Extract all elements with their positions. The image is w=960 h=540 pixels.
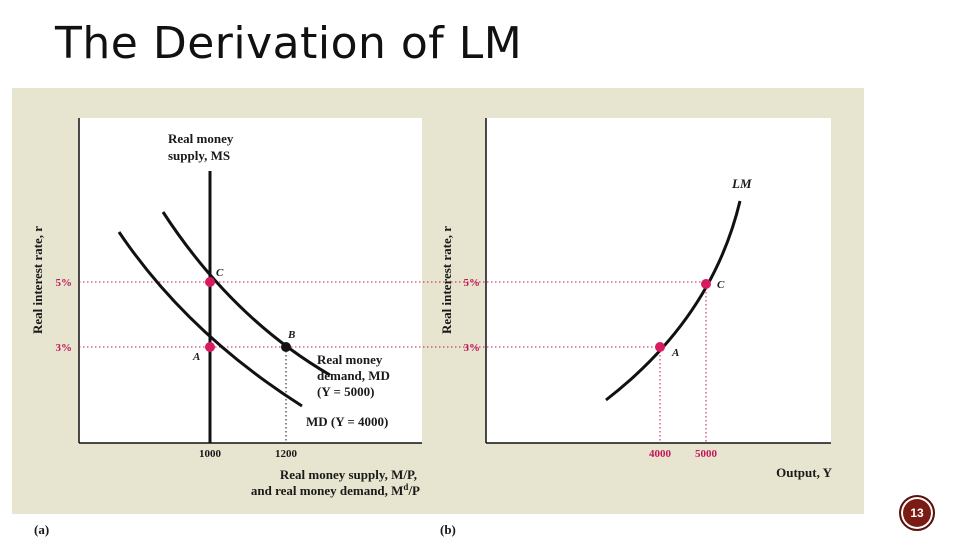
md-high-label-line1: Real money: [317, 352, 383, 367]
md-high-label-line2: demand, MD: [317, 368, 390, 383]
point-c-panel-b: [701, 279, 711, 289]
panel-a-x-axis-title-line1: Real money supply, M/P,: [280, 467, 417, 482]
md-high-label-line3: (Y = 5000): [317, 384, 374, 399]
point-label-a-a: A: [192, 351, 200, 363]
point-label-c-b: C: [717, 279, 725, 291]
panel-a-x-axis-title-line2: and real money demand, Md/P: [251, 482, 420, 498]
money-demand-curve-y4000: [117, 231, 303, 408]
point-c-panel-a: [205, 277, 215, 287]
panel-tag-strip: [12, 514, 864, 540]
point-b-panel-a: [281, 342, 291, 352]
panel-a-ytick-5: 5%: [56, 277, 73, 289]
point-a-panel-a: [205, 342, 215, 352]
point-a-panel-b: [655, 342, 665, 352]
lm-curve-label: LM: [731, 176, 752, 191]
panel-b-x-axis-title: Output, Y: [776, 465, 832, 480]
panel-b-xtick-5000: 5000: [695, 448, 718, 460]
money-demand-curve-y5000: [161, 211, 331, 377]
ms-label-line2: supply, MS: [168, 148, 230, 163]
point-label-a-b: A: [671, 347, 679, 359]
md-low-label: MD (Y = 4000): [306, 414, 388, 429]
page-number-badge: 13: [899, 495, 935, 531]
panel-b-ytick-5: 5%: [464, 277, 481, 289]
lm-curve: [605, 200, 742, 402]
panel-a-xtick-1200: 1200: [275, 448, 298, 460]
slide-title: The Derivation of LM: [55, 18, 523, 69]
point-label-b-a: B: [287, 329, 295, 341]
panel-a-ytick-3: 3%: [56, 342, 73, 354]
lm-derivation-figure: C A B A C 5% 3% 5% 3% 1000 1200 4000 500…: [12, 88, 864, 540]
ms-label-line1: Real money: [168, 131, 234, 146]
panel-a-y-axis-title: Real interest rate, r: [30, 226, 45, 334]
panel-b-tag: (b): [440, 522, 456, 537]
panel-b-plot-area: [486, 118, 831, 443]
figure-canvas: C A B A C 5% 3% 5% 3% 1000 1200 4000 500…: [12, 118, 864, 540]
panel-b-xtick-4000: 4000: [649, 448, 672, 460]
panel-a-plot-area: [79, 118, 422, 443]
panel-a-xtick-1000: 1000: [199, 448, 222, 460]
panel-b-ytick-3: 3%: [464, 342, 481, 354]
panel-b-y-axis-title: Real interest rate, r: [439, 226, 454, 334]
panel-a-tag: (a): [34, 522, 49, 537]
point-label-c-a: C: [216, 267, 224, 279]
